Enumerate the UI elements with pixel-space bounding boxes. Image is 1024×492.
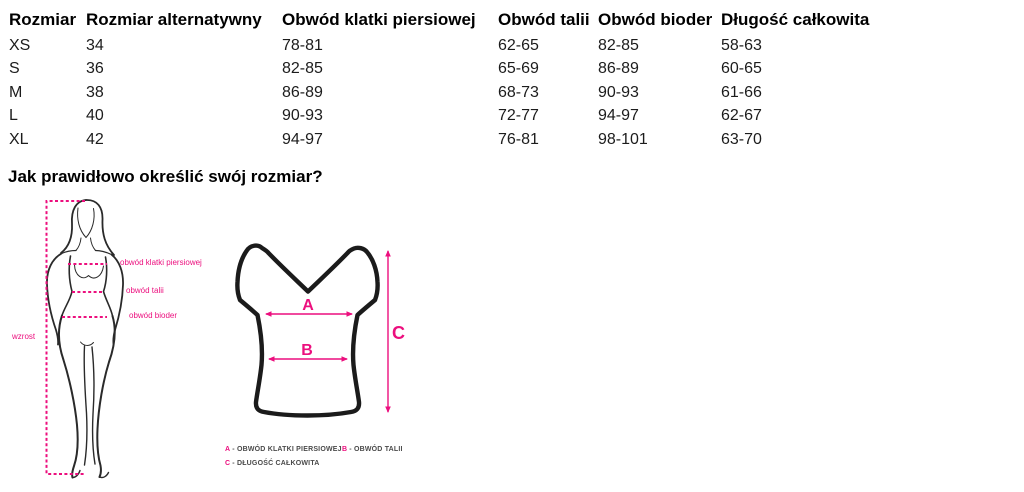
size-cell: 42 bbox=[86, 130, 104, 148]
waist-label: obwód talii bbox=[126, 286, 164, 295]
height-label: wzrost bbox=[12, 332, 36, 341]
measurement-diagram: obwód klatki piersiowej obwód talii obwó… bbox=[0, 193, 1024, 492]
legend-key: C bbox=[225, 460, 231, 467]
hips-label: obwód bioder bbox=[129, 311, 178, 320]
table-row: L 40 90-93 72-77 94-97 62-67 bbox=[8, 105, 880, 129]
size-cell: 38 bbox=[86, 83, 104, 101]
size-cell: 76-81 bbox=[498, 130, 539, 148]
length-arrow bbox=[385, 250, 391, 413]
size-cell: 82-85 bbox=[598, 36, 639, 54]
size-cell: 94-97 bbox=[598, 107, 639, 125]
size-cell: 94-97 bbox=[282, 130, 323, 148]
size-cell: 72-77 bbox=[498, 107, 539, 125]
size-cell: 36 bbox=[86, 60, 104, 78]
size-cell: 60-65 bbox=[721, 60, 762, 78]
size-cell: 58-63 bbox=[721, 36, 762, 54]
legend-text: - DŁUGOŚĆ CAŁKOWITA bbox=[232, 460, 320, 467]
table-row: S 36 82-85 65-69 86-89 60-65 bbox=[8, 58, 880, 82]
size-cell: 65-69 bbox=[498, 60, 539, 78]
size-table: Rozmiar Rozmiar alternatywny Obwód klatk… bbox=[8, 6, 880, 152]
size-cell: 86-89 bbox=[598, 60, 639, 78]
size-cell: 78-81 bbox=[282, 36, 323, 54]
size-cell: 40 bbox=[86, 107, 104, 125]
bust-width-arrow bbox=[265, 311, 353, 317]
woman-sketch bbox=[46, 199, 124, 479]
shirt-illustration: A B C bbox=[235, 243, 405, 418]
shirt-outline bbox=[235, 243, 380, 418]
size-cell: S bbox=[9, 60, 20, 78]
size-column-header: Rozmiar alternatywny bbox=[86, 10, 262, 29]
legend-item-length: C- DŁUGOŚĆ CAŁKOWITA bbox=[225, 460, 320, 467]
size-cell: XL bbox=[9, 130, 29, 148]
size-cell: 62-65 bbox=[498, 36, 539, 54]
size-cell: L bbox=[9, 107, 18, 125]
waist-arrow-label: B bbox=[301, 342, 313, 359]
bust-label: obwód klatki piersiowej bbox=[120, 258, 202, 267]
bust-arrow-label: A bbox=[302, 297, 314, 314]
size-cell: 90-93 bbox=[598, 83, 639, 101]
legend-item-waist: B- OBWÓD TALII bbox=[342, 446, 403, 453]
size-cell: 90-93 bbox=[282, 107, 323, 125]
size-cell: 86-89 bbox=[282, 83, 323, 101]
size-column-header: Długość całkowita bbox=[721, 10, 870, 29]
size-cell: 34 bbox=[86, 36, 104, 54]
size-column-header: Obwód bioder bbox=[598, 10, 713, 29]
size-cell: 62-67 bbox=[721, 107, 762, 125]
size-column-header: Obwód klatki piersiowej bbox=[282, 10, 476, 29]
size-column-header: Obwód talii bbox=[498, 10, 590, 29]
table-row: M 38 86-89 68-73 90-93 61-66 bbox=[8, 81, 880, 105]
size-cell: 68-73 bbox=[498, 83, 539, 101]
size-cell: 98-101 bbox=[598, 130, 648, 148]
size-column-header: Rozmiar bbox=[9, 10, 77, 29]
legend-text: - OBWÓD TALII bbox=[349, 446, 403, 453]
size-cell: 63-70 bbox=[721, 130, 762, 148]
table-row: XS 34 78-81 62-65 82-85 58-63 bbox=[8, 34, 880, 58]
size-cell: 61-66 bbox=[721, 83, 762, 101]
length-arrow-label: C bbox=[392, 323, 405, 343]
size-cell: XS bbox=[9, 36, 31, 54]
section-heading: Jak prawidłowo określić swój rozmiar? bbox=[8, 166, 323, 186]
size-cell: M bbox=[9, 83, 23, 101]
table-row: XL 42 94-97 76-81 98-101 63-70 bbox=[8, 128, 880, 152]
height-measure-line bbox=[45, 200, 85, 475]
legend-text: - OBWÓD KLATKI PIERSIOWEJ bbox=[232, 446, 342, 453]
legend-key: A bbox=[225, 446, 231, 453]
legend-item-bust: A- OBWÓD KLATKI PIERSIOWEJ bbox=[225, 446, 342, 453]
size-table-header-row: Rozmiar Rozmiar alternatywny Obwód klatk… bbox=[8, 6, 880, 34]
size-cell: 82-85 bbox=[282, 60, 323, 78]
waist-width-arrow bbox=[268, 356, 348, 362]
legend-key: B bbox=[342, 446, 348, 453]
body-figure-illustration bbox=[45, 199, 124, 479]
